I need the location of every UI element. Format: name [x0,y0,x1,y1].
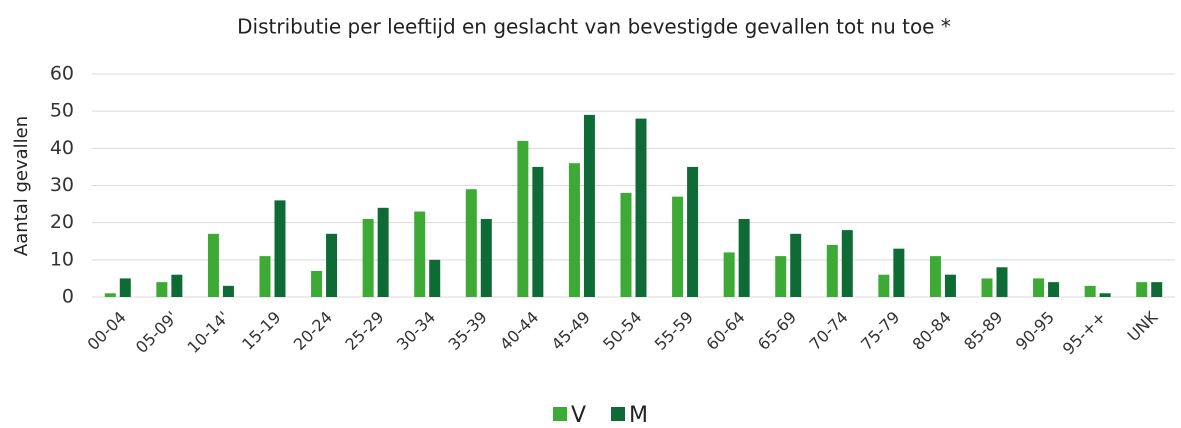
bar [429,259,441,297]
x-tick-label: 45-49 [548,308,594,354]
x-tick-label: 70-74 [805,308,851,354]
x-tick-label: 90-95 [1012,308,1058,354]
bar [738,218,750,297]
y-tick-label: 40 [50,137,74,159]
y-tick-label: 10 [50,248,74,270]
bar [1099,293,1111,297]
bar [723,252,735,297]
bar [1048,282,1060,297]
bar [1084,285,1096,297]
bar [996,267,1008,297]
bar [222,285,234,297]
bar [568,163,580,297]
bar [893,248,905,297]
x-tick-label: 30-34 [393,308,439,354]
x-tick-label: 25-29 [341,308,387,354]
x-tick-label: 50-54 [599,308,645,354]
y-tick-label: 0 [62,286,74,308]
legend-swatch [611,407,625,421]
bar [826,244,838,297]
bar [274,200,286,297]
x-tick-label: 05-09' [132,308,181,357]
x-tick-label: 10-14' [184,308,233,357]
bar [207,233,219,297]
x-tick-label: 55-59 [651,308,697,354]
bar [362,218,374,297]
bar [841,230,853,297]
bar [480,218,492,297]
bar [929,256,941,297]
bar [620,192,632,297]
bar [1151,282,1163,297]
x-tick-label: 35-39 [444,308,490,354]
y-tick-label: 50 [50,100,74,122]
bar [377,207,389,297]
x-tick-label: 95-++ [1059,308,1110,359]
legend-label: M [629,403,648,428]
x-tick-label: 20-24 [290,308,336,354]
x-tick-label: 40-44 [496,308,542,354]
x-tick-label: 60-64 [702,308,748,354]
x-tick-label: 75-79 [857,308,903,354]
bar [944,274,956,297]
x-tick-label: UNK [1124,307,1162,345]
y-axis-label: Aantal gevallen [11,116,32,256]
bar [311,270,323,297]
bar [981,278,993,297]
bar [878,274,890,297]
legend-swatch [553,407,567,421]
bar [156,282,168,297]
bar [672,196,684,297]
bar [1033,278,1045,297]
bar [517,140,529,297]
x-tick-label: 80-84 [909,308,955,354]
x-tick-label: 65-69 [754,308,800,354]
chart-title: Distributie per leeftijd en geslacht van… [237,15,951,39]
y-tick-label: 20 [50,211,74,233]
x-tick-label: 15-19 [238,308,284,354]
bar [775,256,787,297]
x-tick-label: 85-89 [960,308,1006,354]
bar [414,211,426,297]
bar [171,274,183,297]
bar [1136,282,1148,297]
x-tick-label: 00-04 [83,308,129,354]
bar [532,166,544,297]
bar [687,166,699,297]
bar [583,114,595,297]
bar [119,278,131,297]
bar [259,256,271,297]
bar [326,233,338,297]
bar [790,233,802,297]
bar [635,118,647,297]
y-tick-label: 30 [50,174,74,196]
legend-label: V [571,403,586,428]
bar [104,293,116,297]
bar [465,189,477,297]
y-tick-label: 60 [50,63,74,85]
